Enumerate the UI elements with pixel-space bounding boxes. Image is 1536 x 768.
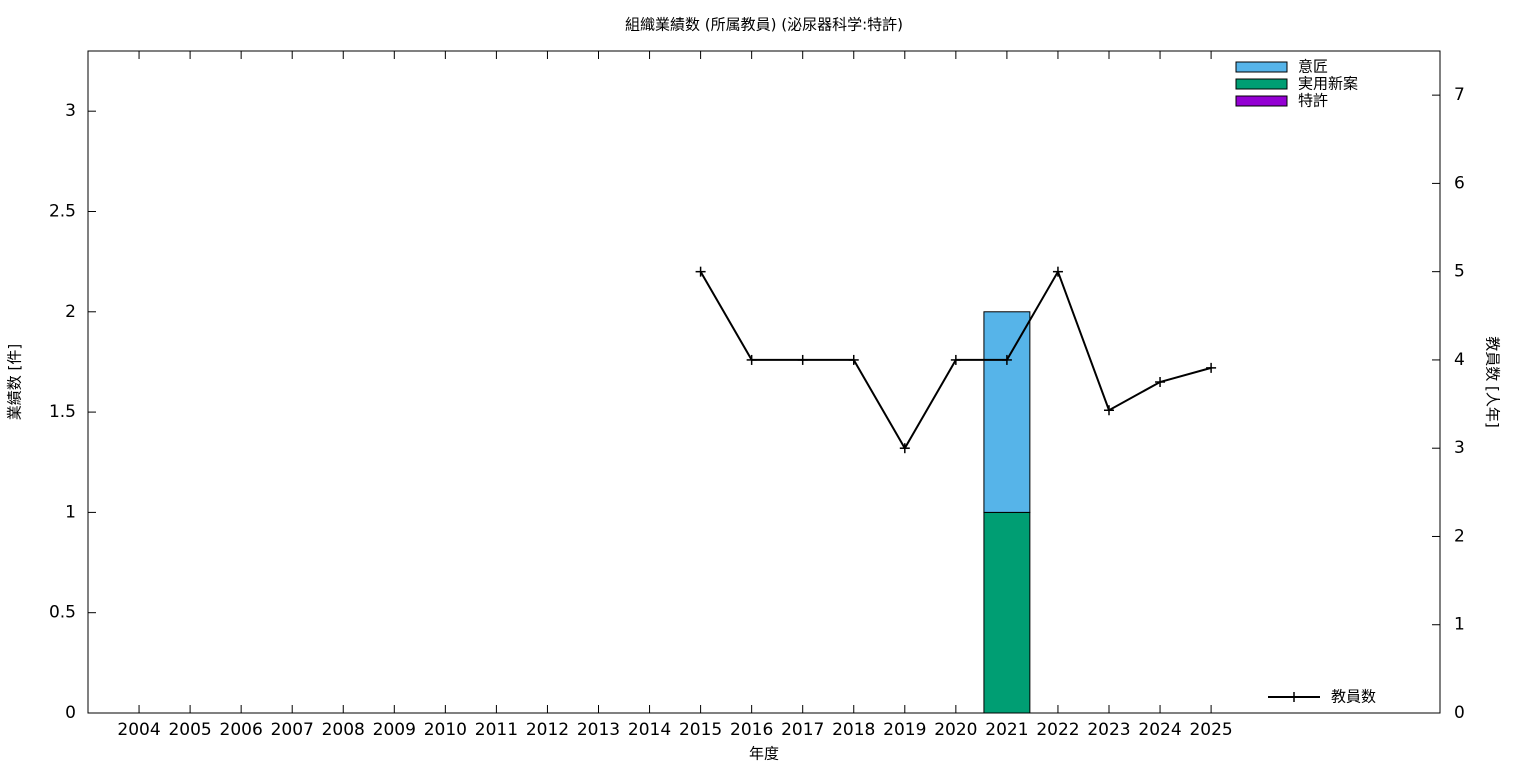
x-tick-label: 2022 [1036, 720, 1079, 740]
x-tick-label: 2007 [271, 720, 314, 740]
x-tick-label: 2021 [985, 720, 1028, 740]
x-tick-label: 2020 [934, 720, 977, 740]
bar [983, 511, 1031, 714]
y2-tick-label: 6 [1454, 173, 1465, 193]
x-axis-label: 年度 [749, 745, 779, 763]
y-tick-label: 1 [65, 502, 76, 522]
y-tick-label: 0 [65, 703, 76, 723]
y2-tick-label: 2 [1454, 526, 1465, 546]
x-tick-label: 2023 [1087, 720, 1130, 740]
chart-title: 組織業績数 (所属教員) (泌尿器科学:特許) [625, 16, 903, 34]
legend-label: 教員数 [1331, 688, 1376, 706]
legend-label: 実用新案 [1298, 75, 1358, 93]
x-tick-label: 2009 [373, 720, 416, 740]
y-axis-label: 業績数 [件] [6, 344, 24, 420]
y2-tick-label: 1 [1454, 615, 1465, 635]
bar [983, 311, 1031, 513]
x-tick-label: 2016 [730, 720, 773, 740]
x-tick-label: 2019 [883, 720, 926, 740]
y2-tick-label: 5 [1454, 262, 1465, 282]
y-tick-label: 3 [65, 101, 76, 121]
legend-swatch [1235, 95, 1288, 107]
legend-label: 意匠 [1298, 58, 1328, 76]
x-tick-label: 2012 [526, 720, 569, 740]
x-tick-label: 2017 [781, 720, 824, 740]
y-tick-label: 1.5 [49, 402, 76, 422]
x-tick-label: 2018 [832, 720, 875, 740]
y2-tick-label: 0 [1454, 703, 1465, 723]
legend-label: 特許 [1298, 92, 1328, 110]
y-tick-label: 2 [65, 302, 76, 322]
x-tick-label: 2010 [424, 720, 467, 740]
x-tick-label: 2008 [322, 720, 365, 740]
y-tick-label: 2.5 [49, 201, 76, 221]
x-tick-label: 2015 [679, 720, 722, 740]
y-tick-label: 0.5 [49, 603, 76, 623]
legend-swatch [1235, 78, 1288, 90]
x-tick-label: 2011 [475, 720, 518, 740]
x-tick-label: 2014 [628, 720, 671, 740]
y2-tick-label: 3 [1454, 438, 1465, 458]
x-tick-label: 2005 [168, 720, 211, 740]
y2-axis-label: 教員数 [人年] [1484, 336, 1502, 427]
x-tick-label: 2006 [220, 720, 263, 740]
plot-frame [87, 50, 1441, 714]
y2-tick-label: 4 [1454, 350, 1465, 370]
x-tick-label: 2025 [1189, 720, 1232, 740]
x-tick-label: 2013 [577, 720, 620, 740]
x-tick-label: 2004 [117, 720, 160, 740]
y2-tick-label: 7 [1454, 85, 1465, 105]
x-tick-label: 2024 [1138, 720, 1181, 740]
legend-swatch [1235, 61, 1288, 73]
